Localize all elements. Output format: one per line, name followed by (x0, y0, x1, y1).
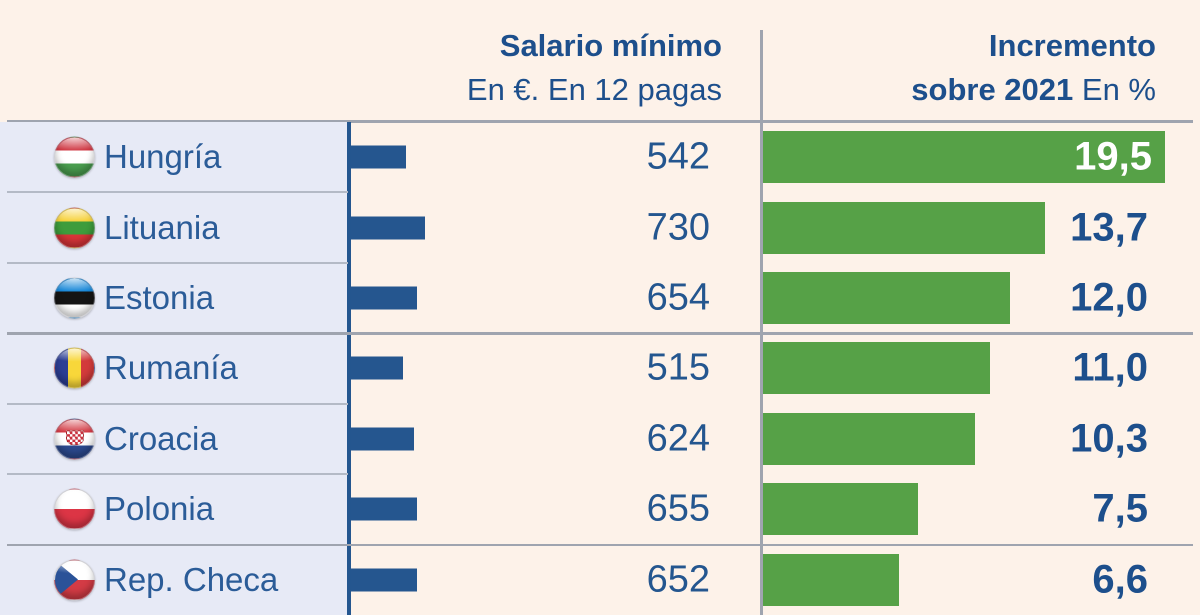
group-separator-rule (7, 332, 1193, 335)
increase-header-title: Incremento (988, 28, 1156, 63)
salary-value: 730 (646, 206, 710, 249)
salary-header-title: Salario mínimo (499, 28, 722, 63)
country-cell: Estonia (0, 262, 351, 334)
increase-value: 13,7 (1070, 205, 1148, 250)
increase-value: 19,5 (1074, 134, 1152, 179)
increase-column-header: Incremento sobre 2021 En % (911, 24, 1156, 112)
row-separator-rule (7, 402, 348, 405)
increase-bar (763, 553, 899, 606)
table-row: Lituania 730 13,7 (0, 192, 1200, 263)
increase-bar (763, 272, 1011, 325)
increase-value: 7,5 (1092, 486, 1148, 531)
increase-bar (763, 131, 1165, 184)
country-label: Polonia (104, 490, 215, 528)
salary-bar (351, 568, 417, 592)
salary-header-subtitle: En €. En 12 pagas (466, 72, 722, 108)
row-separator-rule (7, 473, 348, 476)
table-row: Hungría 542 19,5 (0, 122, 1200, 193)
table-row: Rep. Checa 652 6,6 (0, 544, 1200, 615)
table-row: Croacia 624 10,3 (0, 403, 1200, 475)
row-separator-rule (7, 191, 348, 194)
country-label: Lituania (104, 208, 220, 246)
country-label: Rep. Checa (104, 560, 279, 598)
salary-bar (351, 145, 406, 169)
salary-column-header: Salario mínimo En €. En 12 pagas (467, 24, 722, 112)
country-cell: Hungría (0, 122, 351, 193)
country-label: Estonia (104, 279, 215, 317)
lithuania-flag-icon (54, 207, 95, 249)
salary-bar (351, 216, 425, 240)
table-row: Polonia 655 7,5 (0, 474, 1200, 545)
salary-value: 655 (646, 487, 710, 530)
salary-bar (351, 497, 418, 521)
croatia-flag-icon (54, 418, 95, 460)
country-cell: Polonia (0, 474, 351, 545)
increase-header-subtitle: sobre 2021 En % (911, 72, 1156, 108)
table-row: Estonia 654 12,0 (0, 262, 1200, 334)
increase-bar (763, 483, 918, 536)
poland-flag-icon (54, 488, 95, 530)
increase-bar (763, 201, 1046, 254)
salary-value: 652 (646, 558, 710, 601)
table-row: Rumanía 515 11,0 (0, 333, 1200, 404)
row-separator-rule (7, 261, 348, 264)
salary-value: 654 (646, 276, 710, 319)
country-cell: Rumanía (0, 333, 351, 404)
country-label: Croacia (104, 419, 218, 457)
czech-triangle-shape (55, 560, 78, 599)
country-label: Hungría (104, 138, 222, 176)
group-separator-rule (7, 543, 1193, 547)
country-label: Rumanía (104, 349, 238, 387)
czech-flag-icon (54, 559, 95, 601)
country-cell: Rep. Checa (0, 544, 351, 615)
salary-bar (351, 286, 418, 310)
romania-flag-icon (54, 347, 95, 389)
increase-value: 12,0 (1070, 275, 1148, 320)
increase-value: 10,3 (1070, 416, 1148, 461)
increase-bar (763, 342, 990, 395)
country-cell: Lituania (0, 192, 351, 263)
increase-bar (763, 412, 976, 465)
salary-value: 542 (646, 135, 710, 178)
increase-value: 6,6 (1092, 557, 1148, 602)
estonia-flag-icon (54, 277, 95, 319)
increase-value: 11,0 (1072, 345, 1148, 390)
salary-bar (351, 427, 415, 451)
salary-bar (351, 356, 404, 380)
hungary-flag-icon (54, 136, 95, 178)
salary-value: 515 (646, 346, 710, 389)
column-divider-rule (760, 30, 763, 615)
country-cell: Croacia (0, 403, 351, 475)
croatia-crest-icon (65, 430, 84, 446)
header-divider-rule (7, 120, 1193, 123)
salary-value: 624 (646, 417, 710, 460)
